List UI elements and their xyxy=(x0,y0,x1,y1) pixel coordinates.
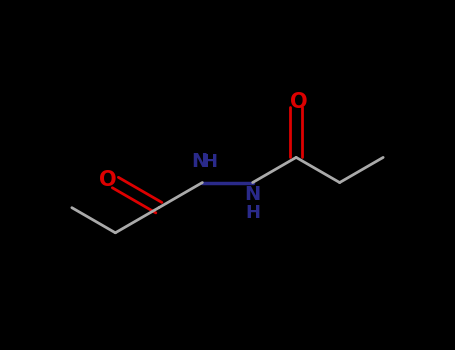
Text: H: H xyxy=(202,154,217,172)
Text: O: O xyxy=(290,92,308,112)
Text: N: N xyxy=(244,185,261,204)
Text: O: O xyxy=(99,170,116,190)
Text: N: N xyxy=(192,153,208,172)
Text: H: H xyxy=(245,204,260,222)
